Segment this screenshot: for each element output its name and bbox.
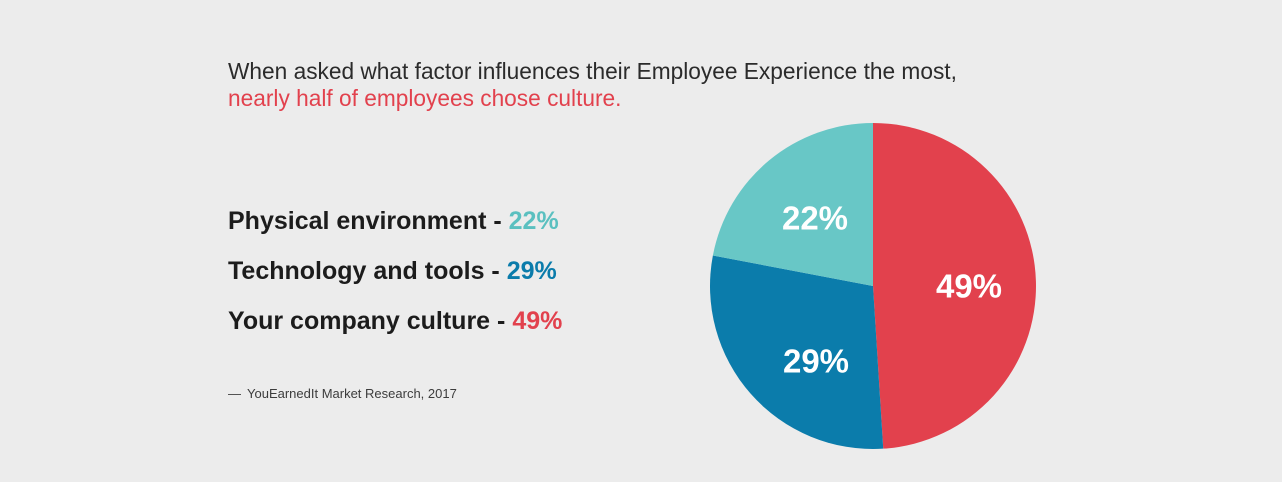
- svg-text:29%: 29%: [783, 343, 849, 380]
- svg-text:22%: 22%: [782, 200, 848, 237]
- svg-text:49%: 49%: [936, 268, 1002, 305]
